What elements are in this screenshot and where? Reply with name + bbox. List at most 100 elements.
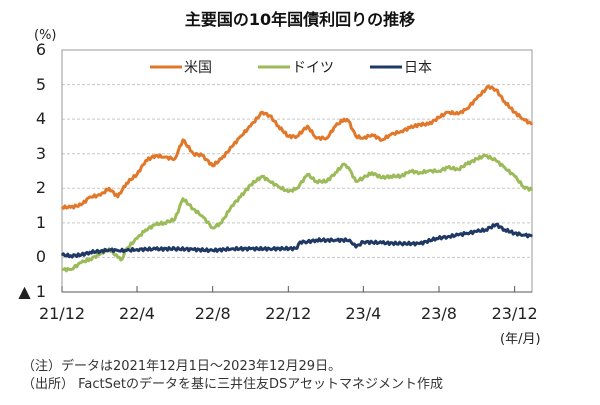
data-point xyxy=(174,218,176,221)
data-point xyxy=(306,173,309,176)
data-point xyxy=(249,184,252,186)
data-point xyxy=(343,163,345,165)
data-point xyxy=(117,256,119,259)
data-point xyxy=(89,196,91,198)
data-point xyxy=(355,246,357,248)
data-point xyxy=(409,170,411,172)
data-point xyxy=(211,249,214,252)
data-point xyxy=(427,123,430,126)
legend-label: 日本 xyxy=(404,60,432,76)
data-point xyxy=(400,175,402,177)
data-point xyxy=(306,241,309,243)
data-point xyxy=(61,254,63,256)
data-point xyxy=(438,116,440,119)
data-point xyxy=(174,247,176,250)
data-point xyxy=(476,97,478,100)
data-point xyxy=(476,158,478,160)
x-tick-label: 22/8 xyxy=(194,304,231,323)
y-tick-label: 3 xyxy=(35,143,46,163)
data-point xyxy=(249,247,252,250)
data-point xyxy=(418,242,421,245)
data-point xyxy=(144,159,147,162)
data-point xyxy=(69,268,72,271)
data-point xyxy=(381,177,383,179)
data-point xyxy=(296,247,298,250)
data-point xyxy=(201,154,203,157)
data-point xyxy=(389,133,392,136)
data-point xyxy=(362,177,365,179)
data-point xyxy=(315,239,318,241)
data-point xyxy=(495,159,497,162)
data-point xyxy=(325,180,328,183)
data-point xyxy=(125,182,128,184)
data-point xyxy=(163,156,166,158)
data-point xyxy=(296,187,298,190)
data-point xyxy=(427,170,430,172)
data-point xyxy=(446,166,449,169)
data-point xyxy=(231,247,233,250)
data-point xyxy=(99,250,102,253)
x-tick-label: 22/4 xyxy=(119,304,155,323)
data-point xyxy=(522,234,525,236)
data-point xyxy=(261,175,264,177)
y-tick-label: 6 xyxy=(35,40,46,59)
data-point xyxy=(231,146,233,148)
data-point xyxy=(466,107,468,110)
data-point xyxy=(89,251,91,254)
data-point xyxy=(144,228,147,231)
data-point xyxy=(211,227,214,229)
data-point xyxy=(154,154,157,157)
data-point xyxy=(381,139,383,141)
data-point xyxy=(389,175,392,177)
data-point xyxy=(117,249,119,252)
series-line-japan xyxy=(61,222,533,259)
series-line-us xyxy=(61,84,534,210)
x-tick-label: 21/12 xyxy=(38,304,86,323)
data-point xyxy=(220,158,223,160)
data-point xyxy=(503,228,506,231)
data-point xyxy=(513,175,516,177)
y-tick-label: 1 xyxy=(35,212,46,232)
data-point xyxy=(69,254,72,257)
data-point xyxy=(163,222,166,224)
data-point xyxy=(438,170,440,172)
data-point xyxy=(69,206,72,209)
x-tick-label: 22/12 xyxy=(265,304,312,323)
data-point xyxy=(400,242,402,245)
data-point xyxy=(446,111,449,114)
data-point xyxy=(381,242,383,244)
data-point xyxy=(531,235,533,237)
x-tick-label: 23/12 xyxy=(491,304,538,323)
data-point xyxy=(108,249,110,251)
data-point xyxy=(174,158,176,160)
data-point xyxy=(531,123,533,126)
data-point xyxy=(220,222,223,224)
y-tick-label: 5 xyxy=(35,74,46,94)
legend-label: ドイツ xyxy=(292,60,334,76)
data-point xyxy=(201,215,203,217)
y-tick-label: 4 xyxy=(35,109,46,129)
data-point xyxy=(334,171,337,174)
data-point xyxy=(457,168,460,171)
data-point xyxy=(261,111,264,114)
data-point xyxy=(522,185,525,188)
data-point xyxy=(299,241,301,243)
data-point xyxy=(61,206,63,209)
data-point xyxy=(409,126,411,129)
data-point xyxy=(531,189,533,191)
data-point xyxy=(277,185,280,188)
y-tick-label: 2 xyxy=(35,178,46,198)
data-point xyxy=(296,135,298,138)
data-point xyxy=(371,133,373,136)
data-point xyxy=(231,204,233,207)
data-point xyxy=(362,137,365,139)
data-point xyxy=(418,171,421,174)
data-point xyxy=(182,197,184,200)
data-point xyxy=(400,130,402,133)
y-tick-label: 0 xyxy=(35,247,46,267)
data-point xyxy=(99,194,102,196)
data-point xyxy=(487,85,490,88)
data-point xyxy=(347,166,350,169)
data-point xyxy=(268,180,271,183)
